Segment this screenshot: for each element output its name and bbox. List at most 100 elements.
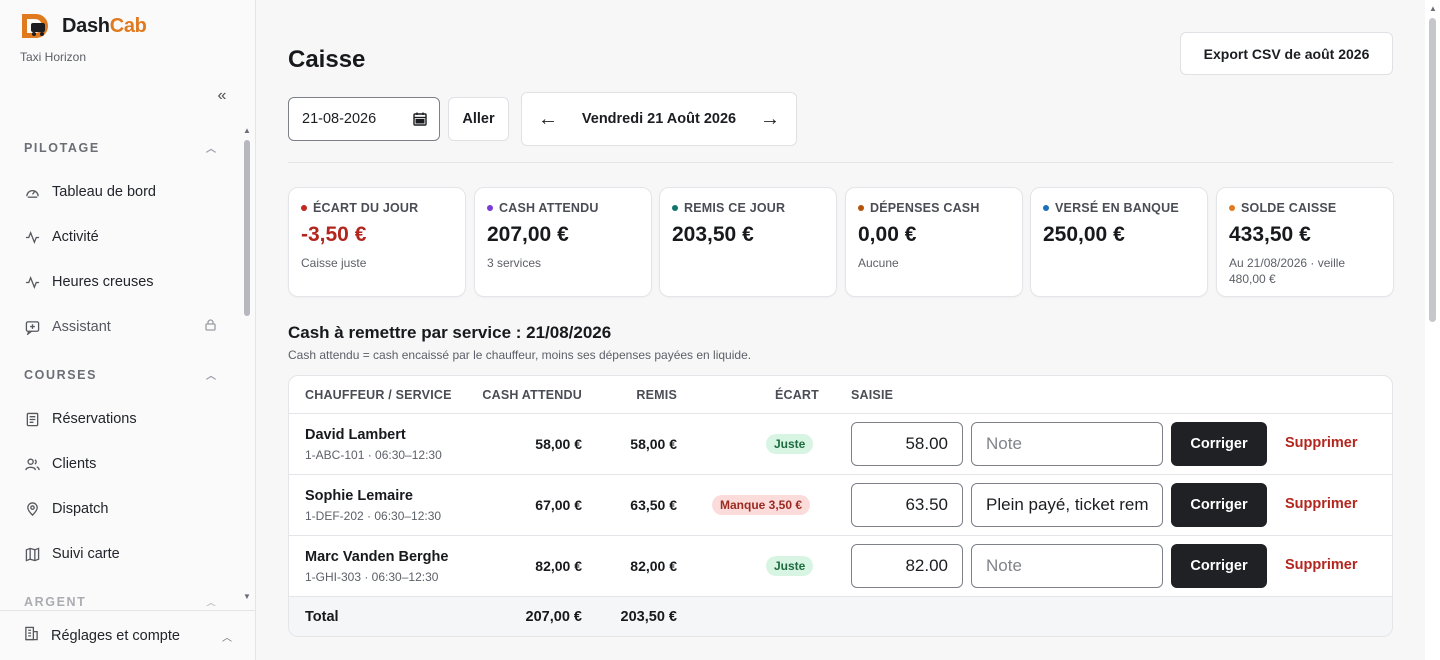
- amount-input[interactable]: 82.00: [851, 544, 963, 588]
- activity-icon: [24, 274, 40, 290]
- correct-button[interactable]: Corriger: [1171, 544, 1267, 588]
- table-row: Marc Vanden Berghe 1-GHI-303 · 06:30–12:…: [289, 535, 1392, 596]
- prev-day-arrow-icon[interactable]: ←: [538, 107, 558, 130]
- kpi-value: 433,50 €: [1229, 223, 1311, 246]
- nav-section-argent[interactable]: ARGENT ︿: [24, 594, 216, 607]
- sidebar-scrollbar-thumb[interactable]: [244, 140, 250, 316]
- status-badge: Juste: [766, 434, 814, 454]
- main-content: Caisse Export CSV de août 2026 21-08-202…: [257, 0, 1425, 660]
- collapse-sidebar-button[interactable]: «: [212, 86, 232, 106]
- delete-button[interactable]: Supprimer: [1285, 557, 1358, 573]
- sidebar-item-tableau-de-bord[interactable]: Tableau de bord: [24, 178, 220, 206]
- next-day-arrow-icon[interactable]: →: [759, 107, 780, 130]
- amount-input[interactable]: 58.00: [851, 422, 963, 466]
- sidebar-item-reglages[interactable]: Réglages et compte ︿: [0, 610, 256, 660]
- date-value: 21-08-2026: [302, 111, 377, 127]
- kpi-value: -3,50 €: [301, 223, 367, 246]
- chat-sparkle-icon: [24, 319, 40, 335]
- sidebar-item-dispatch[interactable]: Dispatch: [24, 495, 220, 523]
- kpi-value: 0,00 €: [858, 223, 917, 246]
- chevron-up-icon: ︿: [206, 598, 216, 606]
- lock-icon: [205, 319, 216, 335]
- section-title: Cash à remettre par service : 21/08/2026: [288, 323, 612, 342]
- status-dot-icon: [1043, 205, 1049, 211]
- column-header-given: REMIS: [636, 388, 677, 402]
- driver-name: Sophie Lemaire: [305, 488, 413, 504]
- sidebar-item-activite[interactable]: Activité: [24, 223, 220, 251]
- current-day-label: Vendredi 21 Août 2026: [581, 111, 737, 127]
- status-dot-icon: [487, 205, 493, 211]
- date-input[interactable]: 21-08-2026: [288, 97, 440, 141]
- sidebar-item-suivi-carte[interactable]: Suivi carte: [24, 540, 220, 568]
- kpi-card-ecart: ÉCART DU JOUR -3,50 € Caisse juste: [288, 187, 466, 297]
- expected-cash: 58,00 €: [535, 436, 582, 452]
- kpi-sub: Caisse juste: [301, 256, 367, 270]
- driver-name: Marc Vanden Berghe: [305, 549, 449, 565]
- go-button[interactable]: Aller: [448, 97, 509, 141]
- given-cash: 63,50 €: [630, 497, 677, 513]
- given-cash: 58,00 €: [630, 436, 677, 452]
- chevrons-left-icon: «: [217, 87, 227, 104]
- chevron-up-icon: ︿: [206, 144, 216, 155]
- gauge-icon: [24, 184, 40, 200]
- book-icon: [24, 411, 40, 427]
- section-subtitle: Cash attendu = cash encaissé par le chau…: [288, 348, 752, 362]
- sidebar-nav: PILOTAGE ︿ Tableau de bord Activité Heure…: [0, 126, 256, 607]
- kpi-card-depenses: DÉPENSES CASH 0,00 € Aucune: [845, 187, 1023, 297]
- map-pin-icon: [24, 501, 40, 517]
- status-dot-icon: [301, 205, 307, 211]
- status-dot-icon: [672, 205, 678, 211]
- delete-button[interactable]: Supprimer: [1285, 496, 1358, 512]
- scroll-up-icon[interactable]: ▲: [243, 126, 251, 135]
- nav-section-pilotage[interactable]: PILOTAGE ︿: [24, 140, 216, 156]
- total-expected: 207,00 €: [525, 609, 582, 625]
- kpi-sub: Au 21/08/2026 · veille 480,00 €: [1229, 256, 1346, 286]
- page-scrollbar[interactable]: ▲: [1425, 0, 1440, 660]
- org-name: Taxi Horizon: [20, 50, 87, 64]
- sidebar-item-heures-creuses[interactable]: Heures creuses: [24, 268, 220, 296]
- status-dot-icon: [858, 205, 864, 211]
- page-scrollbar-thumb[interactable]: [1429, 18, 1436, 322]
- note-input[interactable]: Plein payé, ticket rem: [971, 483, 1163, 527]
- chevron-up-icon: ︿: [222, 633, 232, 644]
- service-meta: 1-GHI-303 · 06:30–12:30: [305, 570, 439, 584]
- kpi-card-solde-caisse: SOLDE CAISSE 433,50 € Au 21/08/2026 · ve…: [1216, 187, 1394, 297]
- sidebar-item-assistant[interactable]: Assistant: [24, 313, 220, 341]
- table-row: David Lambert 1-ABC-101 · 06:30–12:30 58…: [289, 413, 1392, 474]
- kpi-card-cash-attendu: CASH ATTENDU 207,00 € 3 services: [474, 187, 652, 297]
- table-row: Sophie Lemaire 1-DEF-202 · 06:30–12:30 6…: [289, 474, 1392, 535]
- kpi-sub: Aucune: [858, 256, 899, 270]
- page-title: Caisse: [288, 46, 366, 73]
- logo[interactable]: DashCab: [20, 12, 147, 40]
- note-input[interactable]: Note: [971, 544, 1163, 588]
- sidebar-scrollbar[interactable]: ▲ ▼: [242, 126, 252, 606]
- note-input[interactable]: Note: [971, 422, 1163, 466]
- given-cash: 82,00 €: [630, 558, 677, 574]
- kpi-value: 250,00 €: [1043, 223, 1125, 246]
- calendar-icon[interactable]: [413, 112, 427, 130]
- sidebar-item-reservations[interactable]: Réservations: [24, 405, 220, 433]
- amount-input[interactable]: 63.50: [851, 483, 963, 527]
- delete-button[interactable]: Supprimer: [1285, 435, 1358, 451]
- kpi-value: 207,00 €: [487, 223, 569, 246]
- table-total-row: Total 207,00 € 203,50 €: [289, 596, 1392, 636]
- export-csv-button[interactable]: Export CSV de août 2026: [1180, 32, 1393, 75]
- scroll-up-icon[interactable]: ▲: [1429, 4, 1437, 13]
- status-badge: Manque 3,50 €: [712, 495, 811, 515]
- cash-table: CHAUFFEUR / SERVICE CASH ATTENDU REMIS É…: [288, 375, 1393, 637]
- chevron-up-icon: ︿: [206, 371, 216, 382]
- kpi-sub: 3 services: [487, 256, 542, 270]
- sidebar-item-clients[interactable]: Clients: [24, 450, 220, 478]
- column-header-driver: CHAUFFEUR / SERVICE: [305, 388, 452, 402]
- users-icon: [24, 456, 40, 472]
- activity-icon: [24, 229, 40, 245]
- expected-cash: 67,00 €: [535, 497, 582, 513]
- correct-button[interactable]: Corriger: [1171, 422, 1267, 466]
- correct-button[interactable]: Corriger: [1171, 483, 1267, 527]
- total-given: 203,50 €: [620, 609, 677, 625]
- nav-section-courses[interactable]: COURSES ︿: [24, 367, 216, 383]
- status-badge: Juste: [766, 556, 814, 576]
- building-icon: [24, 626, 39, 645]
- scroll-down-icon[interactable]: ▼: [243, 592, 251, 601]
- column-header-gap: ÉCART: [774, 388, 819, 402]
